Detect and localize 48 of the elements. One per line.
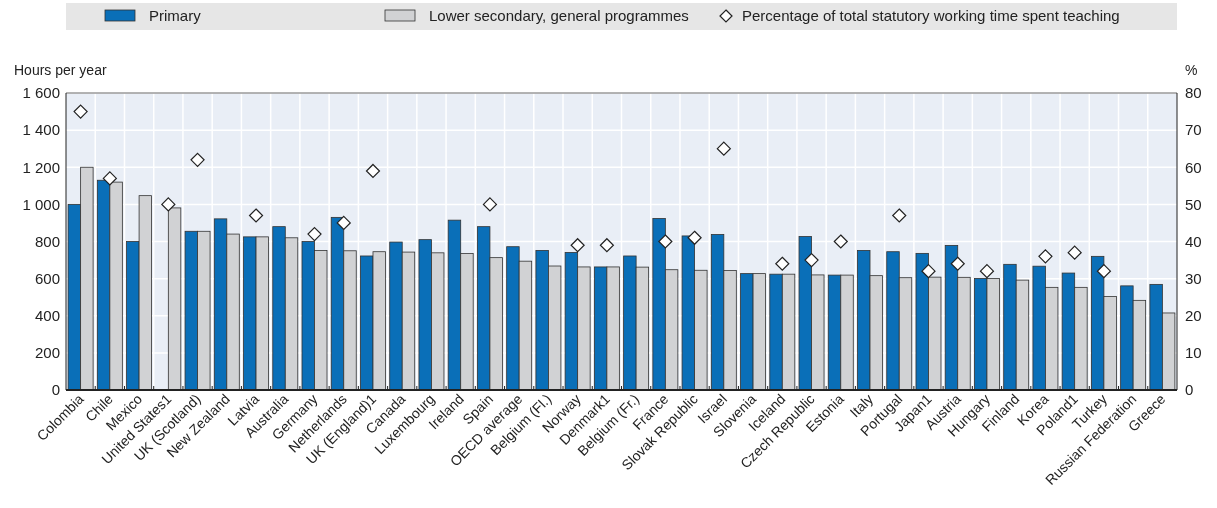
- point: [570, 238, 585, 253]
- point: [102, 171, 117, 186]
- point: [921, 264, 936, 279]
- y2-tick-label: 30: [1185, 269, 1202, 287]
- point: [950, 256, 965, 271]
- point: [716, 141, 731, 156]
- point: [599, 238, 614, 253]
- legend-label: Lower secondary, general programmes: [429, 7, 689, 24]
- y2-axis-title: %: [1185, 62, 1198, 78]
- y2-tick-label: 40: [1185, 232, 1202, 250]
- point: [336, 215, 351, 231]
- point: [161, 197, 176, 212]
- point: [1067, 245, 1082, 260]
- y-tick-label: 1 600: [22, 84, 60, 102]
- y-tick-label: 1 200: [22, 158, 60, 176]
- point: [1038, 249, 1053, 264]
- point: [365, 163, 381, 179]
- point: [190, 152, 205, 167]
- y-axis-title: Hours per year: [14, 62, 107, 78]
- point: [833, 234, 848, 249]
- y-tick-label: 1 000: [22, 195, 60, 213]
- point: [687, 230, 702, 245]
- y2-tick-label: 0: [1185, 381, 1194, 399]
- y2-tick-label: 10: [1185, 344, 1202, 362]
- point: [775, 256, 790, 271]
- y2-tick-label: 70: [1185, 121, 1202, 139]
- point: [979, 264, 995, 279]
- point: [307, 226, 322, 242]
- legend-label: Percentage of total statutory working time spent teaching: [742, 7, 1120, 24]
- point: [248, 208, 264, 223]
- point: [1096, 264, 1112, 279]
- legend-label: Primary: [149, 7, 202, 24]
- point: [73, 104, 88, 119]
- y-tick-label: 600: [34, 269, 60, 287]
- point: [658, 234, 673, 249]
- y-tick-label: 1 400: [22, 121, 60, 139]
- y-tick-label: 200: [34, 344, 60, 362]
- point: [804, 252, 819, 268]
- y2-tick-label: 50: [1185, 195, 1202, 213]
- y2-tick-label: 60: [1185, 158, 1202, 176]
- point: [482, 197, 498, 212]
- y2-tick-label: 20: [1185, 307, 1202, 324]
- y-tick-label: 400: [34, 307, 60, 324]
- bar: [167, 207, 182, 391]
- point: [892, 208, 907, 223]
- y-tick-label: 0: [51, 381, 60, 399]
- y2-tick-label: 80: [1185, 84, 1202, 102]
- y-tick-label: 800: [34, 232, 60, 250]
